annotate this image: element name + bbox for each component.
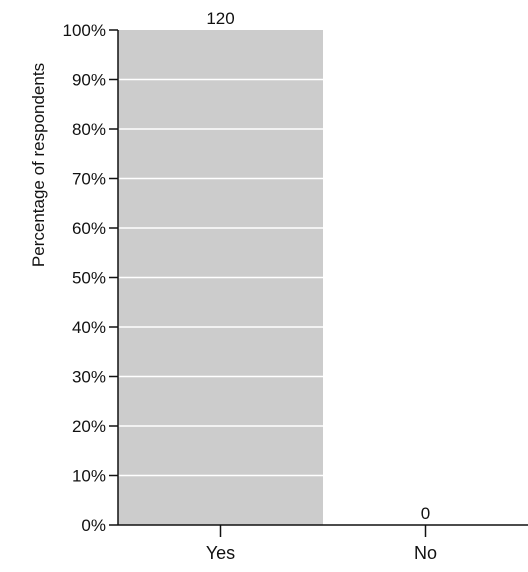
x-tick-label-yes: Yes [206, 543, 235, 563]
y-tick-label-30: 30% [72, 368, 106, 387]
y-tick-label-0: 0% [81, 516, 106, 535]
y-tick-label-10: 10% [72, 467, 106, 486]
grid-layer [118, 78, 323, 477]
data-label-no: 0 [421, 504, 430, 523]
labels-layer: 0% 10% 20% 30% 40% 50% 60% 70% 80% 90% 100% Yes 120 N… [63, 9, 437, 563]
x-tick-label-no: No [414, 543, 437, 563]
y-tick-label-100: 100% [63, 21, 106, 40]
axes-layer [109, 29, 528, 537]
y-tick-label-50: 50% [72, 269, 106, 288]
y-tick-label-20: 20% [72, 417, 106, 436]
y-tick-label-70: 70% [72, 170, 106, 189]
y-tick-label-80: 80% [72, 120, 106, 139]
y-tick-label-90: 90% [72, 71, 106, 90]
y-tick-label-40: 40% [72, 318, 106, 337]
y-tick-label-60: 60% [72, 219, 106, 238]
data-label-yes: 120 [206, 9, 234, 28]
y-axis-title: Percentage of respondents [29, 63, 48, 267]
